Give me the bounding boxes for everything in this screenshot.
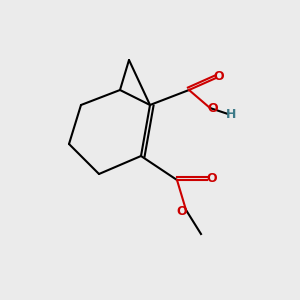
Text: O: O: [206, 172, 217, 185]
Text: H: H: [226, 107, 236, 121]
Text: O: O: [208, 101, 218, 115]
Text: O: O: [214, 70, 224, 83]
Text: O: O: [176, 205, 187, 218]
